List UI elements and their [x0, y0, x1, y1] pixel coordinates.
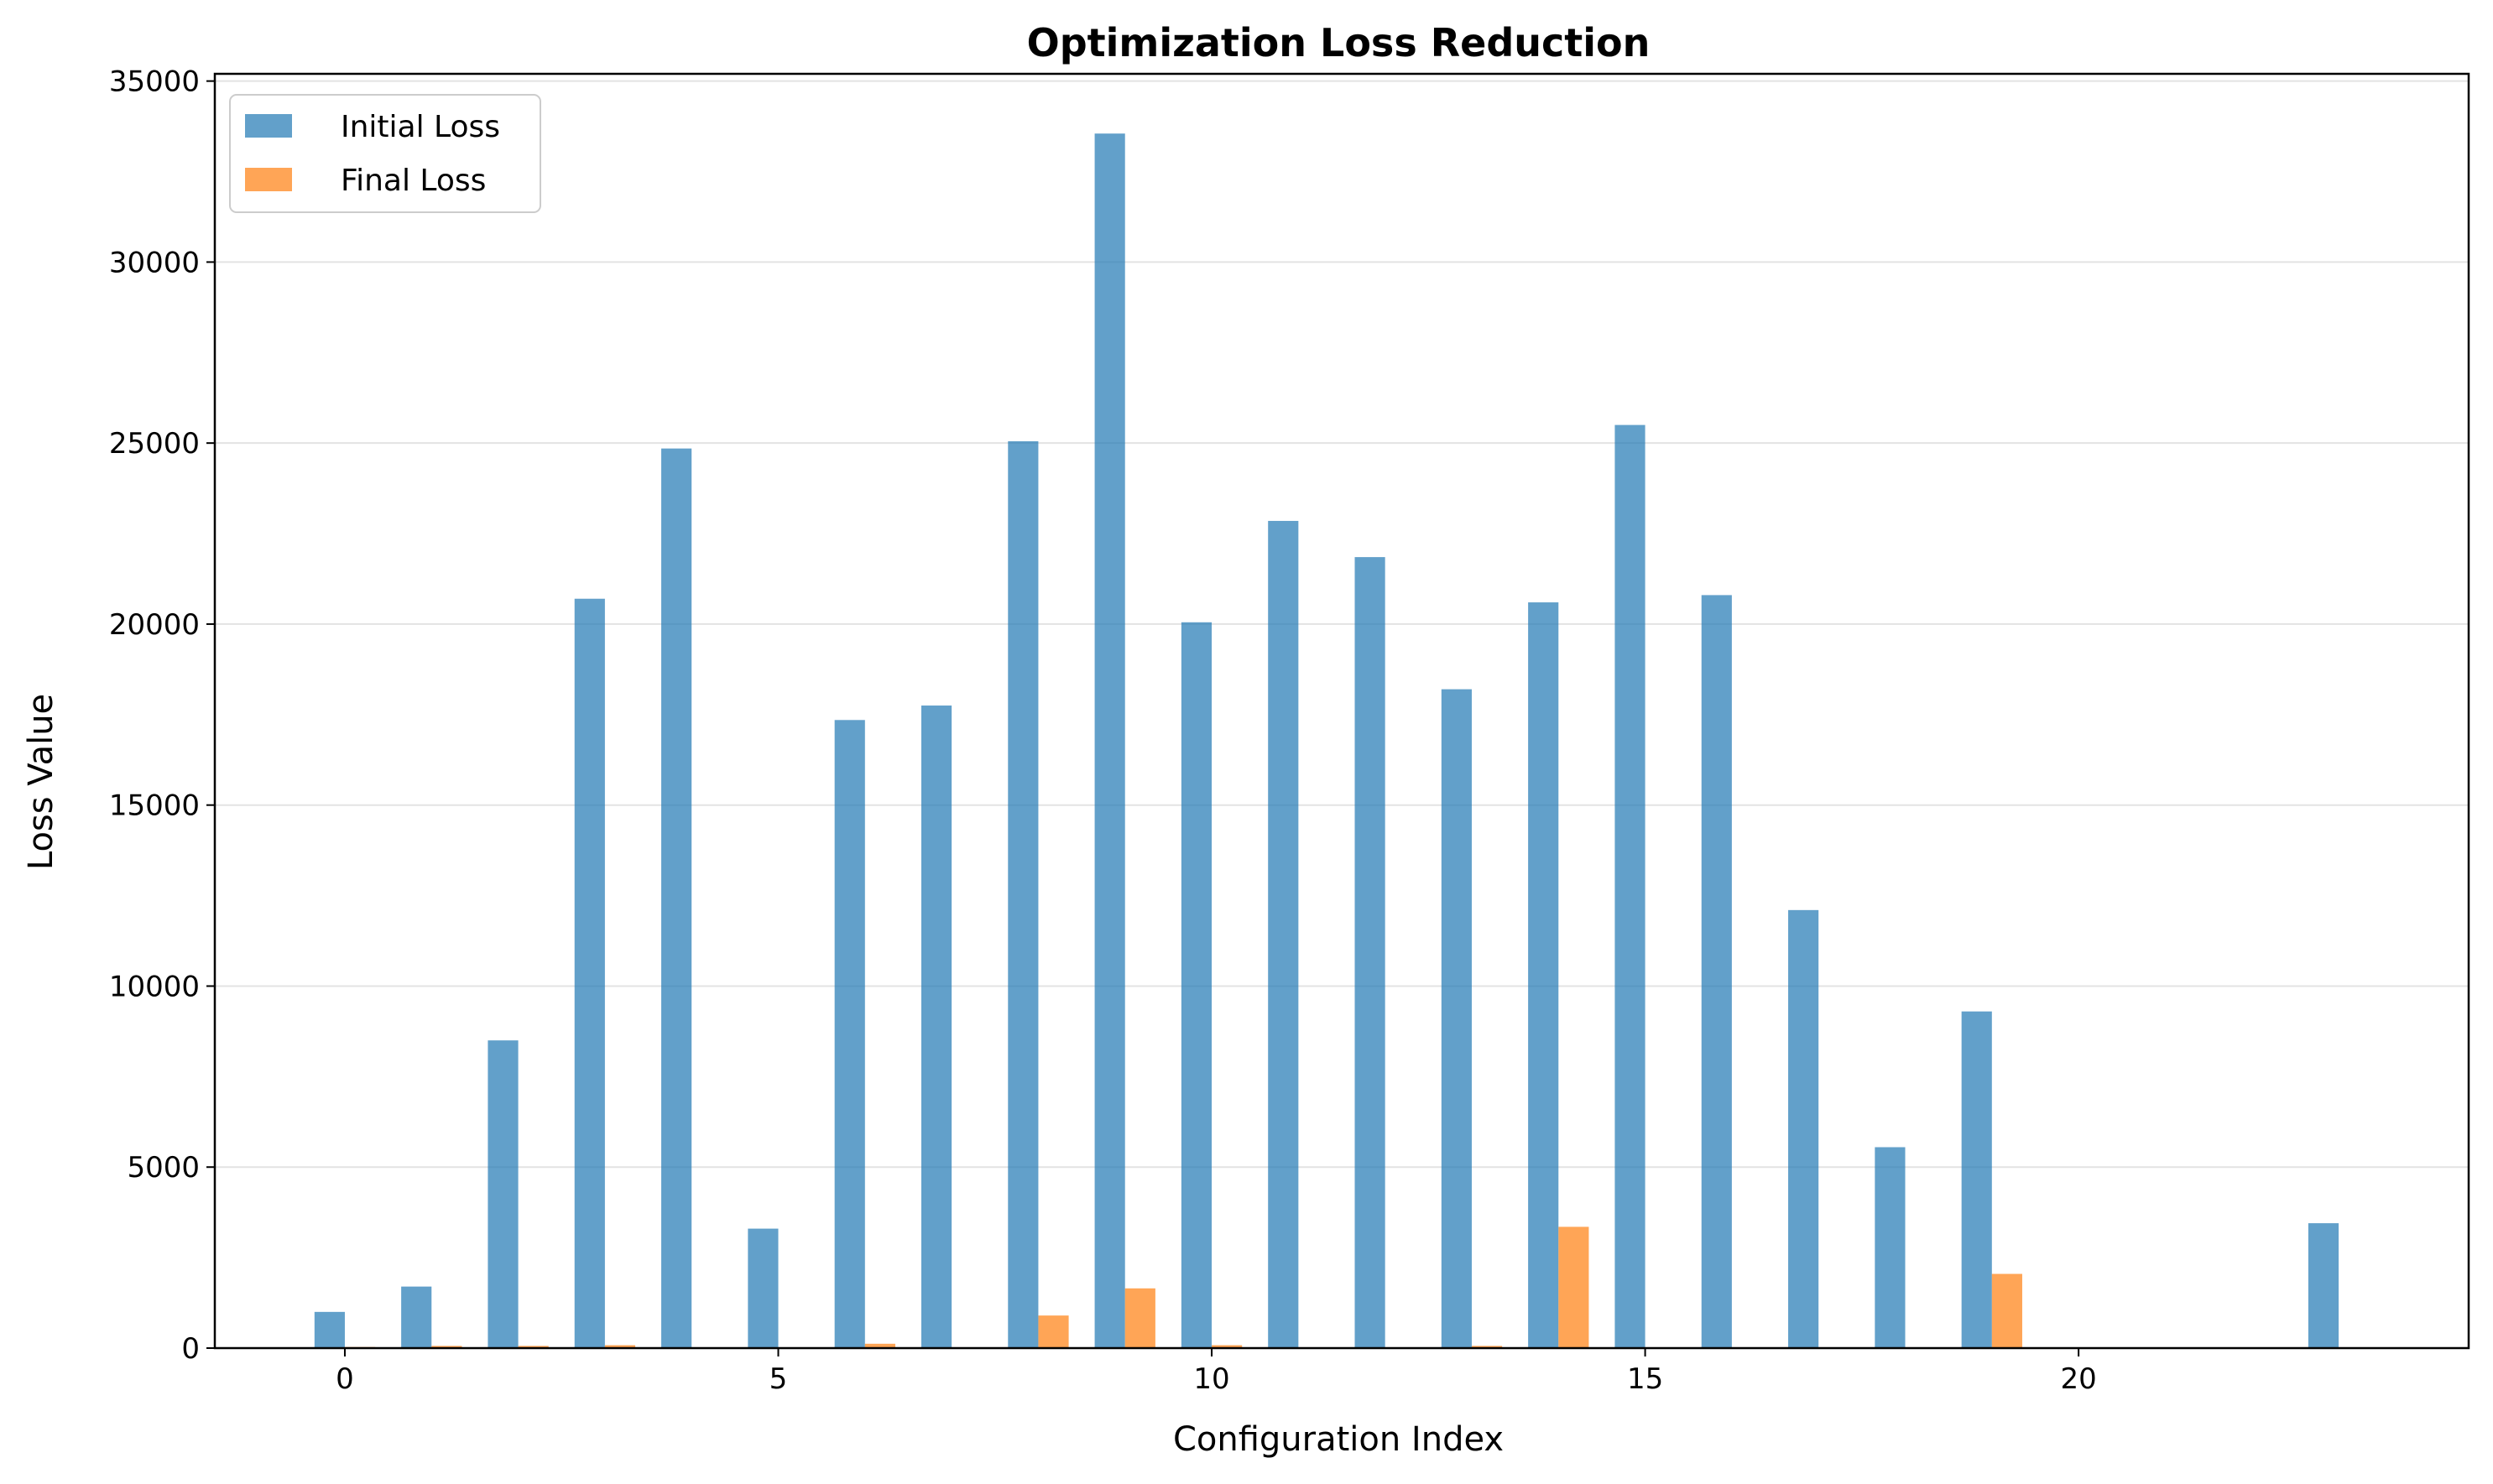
bar-final-loss-14 — [1558, 1226, 1589, 1348]
bar-initial-loss-9 — [1094, 133, 1125, 1348]
bar-final-loss-1 — [431, 1346, 462, 1348]
bar-final-loss-13 — [1471, 1346, 1503, 1348]
legend-label-initial-loss: Initial Loss — [341, 110, 500, 144]
legend-label-final-loss: Final Loss — [341, 164, 486, 198]
bar-initial-loss-17 — [1788, 909, 1819, 1348]
chart-title: Optimization Loss Reduction — [1027, 20, 1651, 65]
y-tick-label-5000: 5000 — [127, 1151, 200, 1185]
legend: Initial Loss Final Loss — [229, 94, 541, 213]
bar-final-loss-8 — [1038, 1315, 1069, 1348]
bar-initial-loss-6 — [834, 720, 865, 1348]
legend-swatch-final-loss — [245, 168, 292, 191]
y-tick-label-25000: 25000 — [109, 427, 200, 461]
x-tick-label-0: 0 — [336, 1362, 354, 1396]
y-tick-label-15000: 15000 — [109, 789, 200, 823]
bar-initial-loss-23 — [2308, 1223, 2339, 1348]
bar-final-loss-2 — [518, 1346, 549, 1348]
bar-initial-loss-8 — [1008, 441, 1039, 1348]
bar-final-loss-6 — [864, 1343, 895, 1348]
y-tick-label-10000: 10000 — [109, 970, 200, 1003]
bar-initial-loss-10 — [1181, 622, 1213, 1348]
y-tick-label-35000: 35000 — [109, 65, 200, 99]
bar-initial-loss-14 — [1528, 602, 1559, 1348]
legend-frame — [229, 94, 541, 213]
bar-final-loss-19 — [1991, 1273, 2022, 1348]
y-tick-label-20000: 20000 — [109, 608, 200, 642]
bar-final-loss-10 — [1212, 1345, 1243, 1348]
y-tick-label-0: 0 — [181, 1332, 200, 1366]
bar-initial-loss-0 — [314, 1311, 345, 1348]
bar-initial-loss-7 — [921, 706, 952, 1348]
bar-initial-loss-11 — [1268, 520, 1299, 1348]
bar-initial-loss-15 — [1614, 424, 1645, 1348]
plot-frame — [213, 72, 2470, 1350]
x-tick-label-15: 15 — [1627, 1362, 1663, 1396]
bar-initial-loss-18 — [1875, 1147, 1906, 1348]
x-tick-label-20: 20 — [2060, 1362, 2096, 1396]
x-tick-label-10: 10 — [1193, 1362, 1229, 1396]
bar-initial-loss-13 — [1441, 689, 1472, 1348]
bar-initial-loss-3 — [574, 598, 605, 1348]
bar-final-loss-9 — [1124, 1288, 1155, 1348]
bar-final-loss-3 — [604, 1345, 636, 1348]
bar-initial-loss-12 — [1354, 557, 1385, 1348]
y-axis-ticks: 0 5000 10000 15000 20000 25000 30000 35000 — [109, 65, 215, 1366]
bar-initial-loss-5 — [748, 1228, 779, 1348]
bar-initial-loss-19 — [1961, 1011, 1992, 1348]
bars — [314, 133, 2339, 1349]
y-tick-label-30000: 30000 — [109, 246, 200, 279]
bar-initial-loss-4 — [661, 448, 692, 1349]
y-axis-label: Loss Value — [22, 694, 60, 870]
bar-initial-loss-16 — [1701, 595, 1732, 1348]
bar-initial-loss-2 — [488, 1040, 519, 1348]
legend-swatch-initial-loss — [245, 114, 292, 138]
bar-initial-loss-1 — [401, 1286, 432, 1348]
x-tick-label-5: 5 — [769, 1362, 788, 1396]
x-axis-ticks: 0 5 10 15 20 — [336, 1348, 2097, 1396]
x-axis-label: Configuration Index — [1173, 1420, 1504, 1459]
